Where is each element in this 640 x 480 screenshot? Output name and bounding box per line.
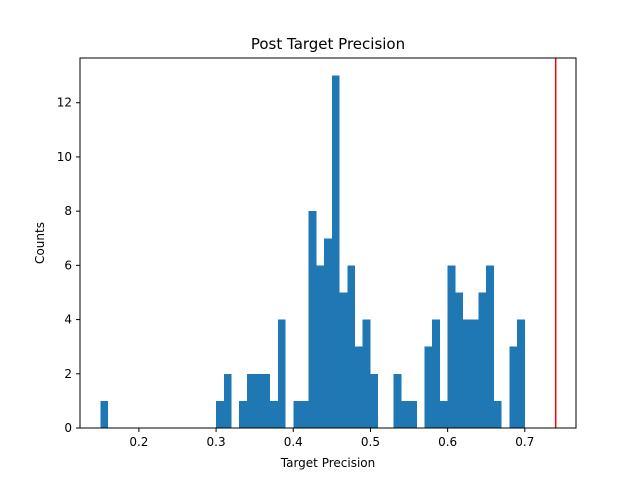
histogram-bar bbox=[216, 400, 224, 428]
histogram-bar bbox=[478, 292, 487, 428]
y-tick-label: 8 bbox=[64, 204, 72, 218]
histogram-bar bbox=[362, 319, 371, 428]
histogram-bar bbox=[308, 211, 317, 428]
histogram-bar bbox=[355, 346, 363, 428]
histogram-bar bbox=[239, 400, 247, 428]
histogram-bar bbox=[262, 373, 271, 428]
histogram-bar bbox=[409, 400, 417, 428]
bars-group bbox=[100, 75, 525, 428]
histogram-bar bbox=[393, 373, 402, 428]
histogram-bar bbox=[324, 238, 332, 428]
y-axis-label: Counts bbox=[33, 222, 47, 264]
y-tick-label: 10 bbox=[57, 150, 72, 164]
x-ticks-group: 0.2 0.3 0.4 0.5 0.6 0.7 bbox=[129, 428, 534, 449]
plot-frame bbox=[79, 57, 577, 429]
histogram-bar bbox=[493, 400, 502, 428]
histogram-bar bbox=[277, 319, 286, 428]
histogram-bar bbox=[401, 400, 410, 428]
histogram-bar bbox=[270, 400, 278, 428]
histogram-bar bbox=[339, 292, 348, 428]
histogram-bar bbox=[316, 265, 325, 428]
x-tick-label: 0.4 bbox=[284, 435, 303, 449]
histogram-bar bbox=[455, 292, 464, 428]
x-axis-label: Target Precision bbox=[280, 456, 375, 470]
y-ticks-group: 0 2 4 6 8 10 12 bbox=[57, 96, 80, 435]
x-tick-label: 0.7 bbox=[515, 435, 534, 449]
histogram-bar bbox=[254, 373, 263, 428]
histogram-bar bbox=[370, 373, 379, 428]
histogram-bar bbox=[447, 265, 456, 428]
chart-title: Post Target Precision bbox=[251, 35, 405, 53]
histogram-bar bbox=[509, 346, 518, 428]
x-tick-label: 0.5 bbox=[361, 435, 380, 449]
y-tick-label: 2 bbox=[64, 367, 72, 381]
y-tick-label: 0 bbox=[64, 421, 72, 435]
histogram-bar bbox=[223, 373, 232, 428]
x-tick-label: 0.2 bbox=[129, 435, 148, 449]
x-tick-label: 0.6 bbox=[438, 435, 457, 449]
y-tick-label: 6 bbox=[64, 258, 72, 272]
histogram-bar bbox=[432, 319, 440, 428]
histogram-bar bbox=[463, 319, 471, 428]
histogram-bar bbox=[439, 400, 448, 428]
y-tick-label: 12 bbox=[57, 96, 72, 110]
histogram-bar bbox=[347, 265, 356, 428]
histogram-bar bbox=[300, 400, 309, 428]
histogram-bar bbox=[424, 346, 433, 428]
y-tick-label: 4 bbox=[64, 313, 72, 327]
histogram-bar bbox=[246, 373, 255, 428]
histogram-bar bbox=[470, 319, 479, 428]
x-tick-label: 0.3 bbox=[207, 435, 226, 449]
histogram-bar bbox=[293, 400, 301, 428]
histogram-bar bbox=[486, 265, 494, 428]
histogram-bar bbox=[517, 319, 525, 428]
histogram-bar bbox=[331, 75, 340, 428]
histogram-bar bbox=[100, 400, 109, 428]
